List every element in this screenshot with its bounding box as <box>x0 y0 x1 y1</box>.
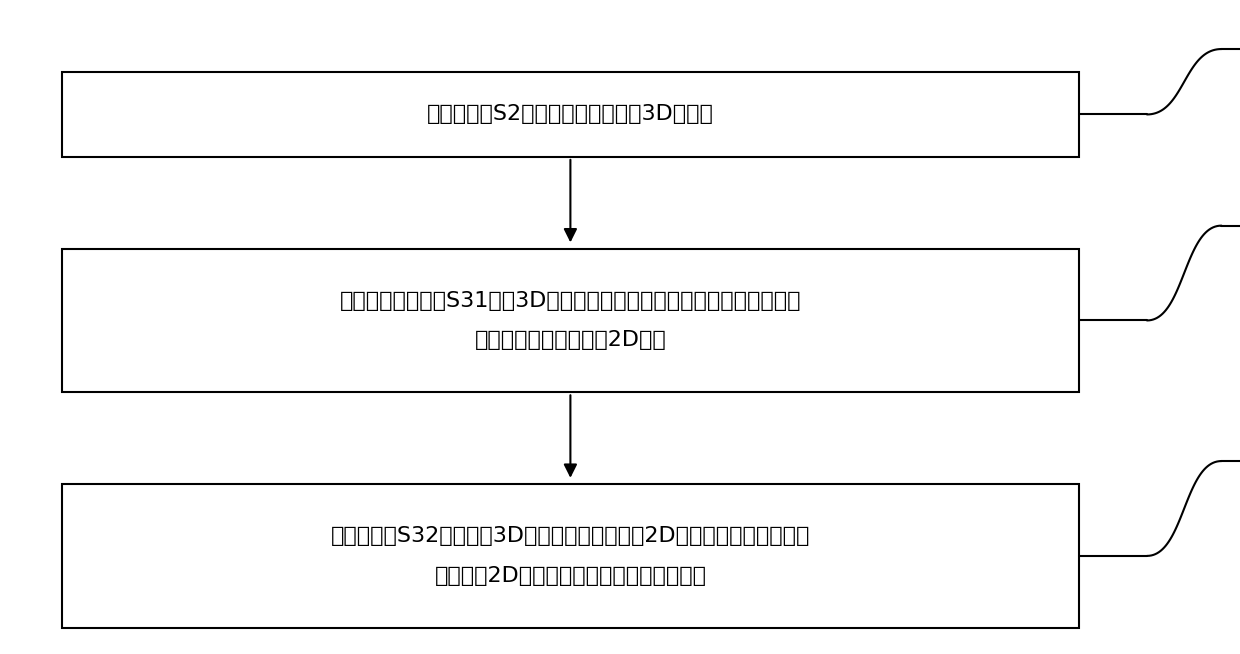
Text: 度投影以形成多个对应2D视图: 度投影以形成多个对应2D视图 <box>475 330 666 350</box>
Text: 分别计算所述步骤S31中该3D图像块的轴向图、矢状图和冠状图的最大强: 分别计算所述步骤S31中该3D图像块的轴向图、矢状图和冠状图的最大强 <box>340 291 801 311</box>
Text: 将所述步骤S32中获取的3D图像块所对应的所有2D视图输入到具有共享权: 将所述步骤S32中获取的3D图像块所对应的所有2D视图输入到具有共享权 <box>331 526 810 546</box>
FancyBboxPatch shape <box>62 249 1079 392</box>
Text: 在所述步骤S2获得的候选点处提取3D图像块: 在所述步骤S2获得的候选点处提取3D图像块 <box>427 105 714 124</box>
Text: 重的多个2D卷积神经网络流中进行卷积处理: 重的多个2D卷积神经网络流中进行卷积处理 <box>434 566 707 585</box>
FancyBboxPatch shape <box>62 72 1079 157</box>
FancyBboxPatch shape <box>62 484 1079 628</box>
